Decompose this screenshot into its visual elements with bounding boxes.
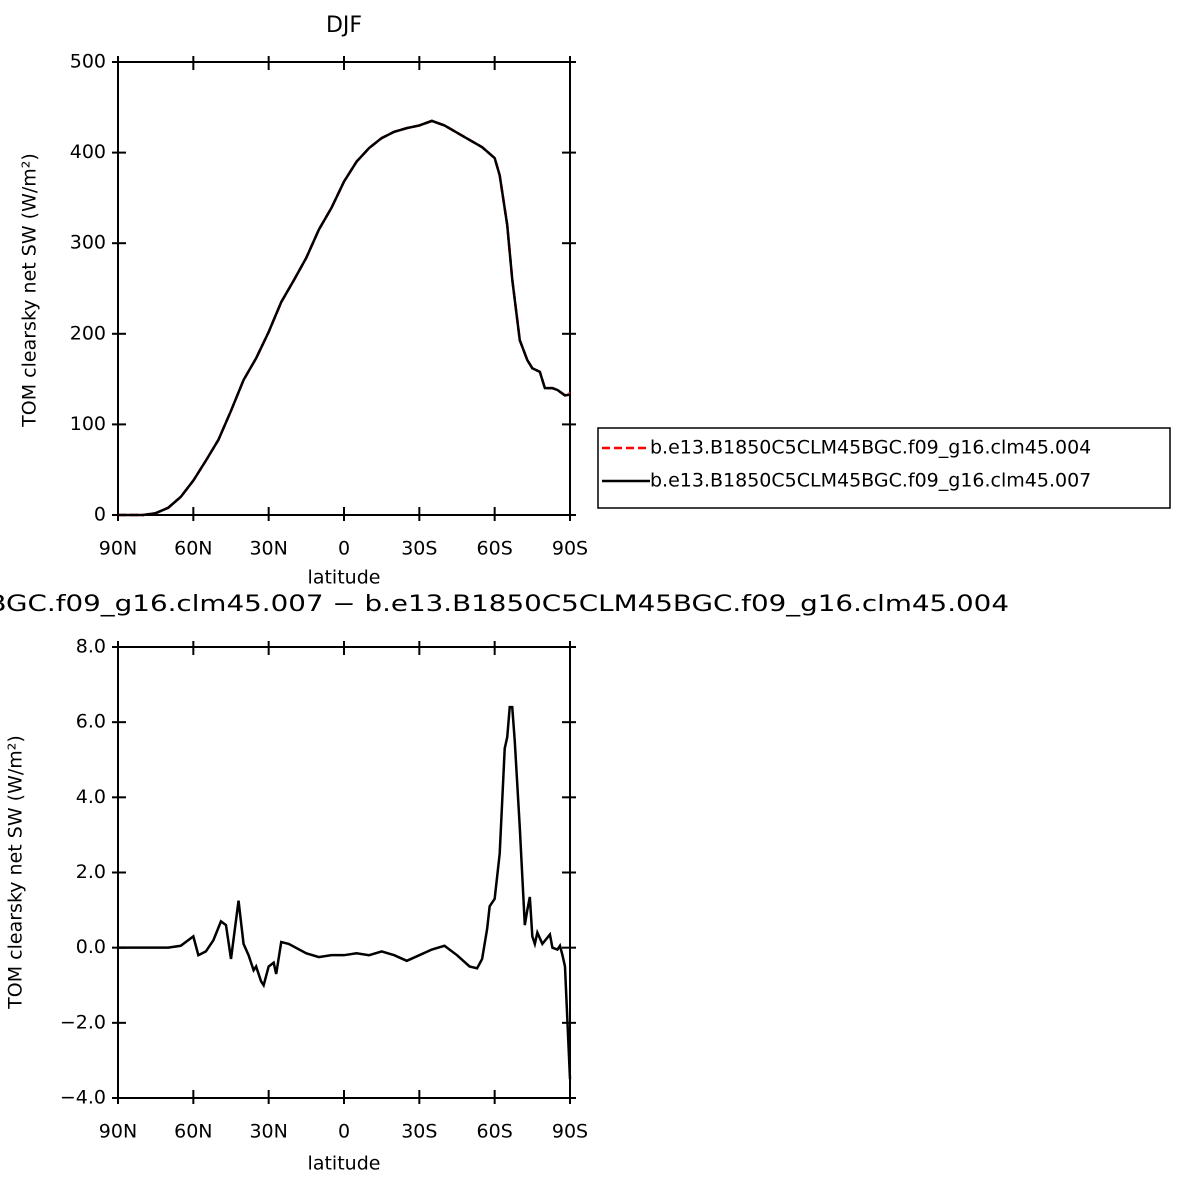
x-tick-label: 90S: [552, 538, 588, 560]
x-tick-label: 90N: [99, 538, 137, 560]
x-tick-label: 0: [338, 538, 350, 560]
chart-title: DJF: [326, 13, 362, 38]
chart-title: b.e13.B1850C5CLM45BGC.f09_g16.clm45.007 …: [0, 592, 1009, 617]
y-tick-label: 4.0: [76, 786, 106, 808]
y-tick-label: 100: [70, 413, 106, 435]
x-tick-label: 30N: [249, 1121, 287, 1143]
y-tick-label: −4.0: [60, 1087, 106, 1109]
x-tick-label: 60N: [174, 538, 212, 560]
y-tick-label: 200: [70, 322, 106, 344]
y-tick-label: 400: [70, 141, 106, 163]
x-tick-label: 30N: [249, 538, 287, 560]
x-tick-label: 60S: [477, 538, 513, 560]
y-axis-label: TOM clearsky net SW (W/m²): [5, 735, 27, 1010]
plot-frame: [117, 61, 571, 516]
x-tick-label: 30S: [401, 1121, 437, 1143]
legend-label: b.e13.B1850C5CLM45BGC.f09_g16.clm45.004: [650, 437, 1091, 459]
y-tick-label: 300: [70, 232, 106, 254]
y-axis-label: TOM clearsky net SW (W/m²): [19, 153, 41, 428]
y-tick-label: 0: [94, 504, 106, 526]
y-tick-label: 8.0: [76, 636, 106, 658]
x-tick-label: 90S: [552, 1121, 588, 1143]
y-tick-label: 0.0: [76, 936, 106, 958]
x-axis-label: latitude: [308, 1153, 381, 1175]
legend-label: b.e13.B1850C5CLM45BGC.f09_g16.clm45.007: [650, 470, 1091, 492]
y-tick-label: 500: [70, 51, 106, 73]
data-line: [118, 705, 572, 1080]
x-axis-label: latitude: [308, 567, 381, 589]
data-line: [118, 119, 571, 517]
plot-frame: [117, 646, 571, 1099]
y-tick-label: −2.0: [60, 1011, 106, 1033]
x-tick-label: 90N: [99, 1121, 137, 1143]
legend-box: [597, 427, 1171, 509]
x-tick-label: 60N: [174, 1121, 212, 1143]
x-tick-label: 0: [338, 1121, 350, 1143]
x-tick-label: 60S: [477, 1121, 513, 1143]
y-tick-label: 2.0: [76, 861, 106, 883]
y-tick-label: 6.0: [76, 711, 106, 733]
x-tick-label: 30S: [401, 538, 437, 560]
